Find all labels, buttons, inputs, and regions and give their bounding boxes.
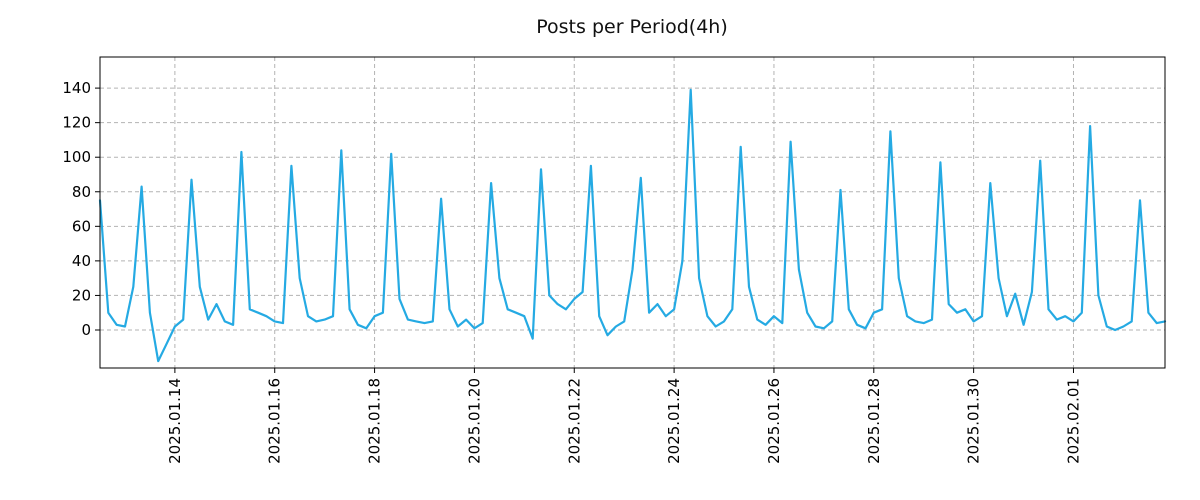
y-tick-label: 40 — [72, 252, 91, 270]
x-tick-label: 2025.01.18 — [366, 378, 384, 464]
plot-border — [99, 56, 1166, 369]
x-tick-label: 2025.02.01 — [1064, 378, 1082, 464]
data-line-posts — [98, 88, 1167, 363]
x-tick-label: 2025.01.22 — [565, 378, 583, 464]
x-tick-label: 2025.01.16 — [266, 378, 284, 464]
grid — [100, 57, 1165, 368]
y-tick-label: 140 — [62, 79, 91, 97]
y-tick-label: 100 — [62, 148, 91, 166]
chart-title: Posts per Period(4h) — [536, 16, 728, 38]
y-tick-label: 20 — [72, 286, 91, 304]
x-tick-label: 2025.01.14 — [166, 378, 184, 464]
y-tick-label: 60 — [72, 217, 91, 235]
y-tick-label: 120 — [62, 114, 91, 132]
y-tick-label: 80 — [72, 183, 91, 201]
x-tick-label: 2025.01.26 — [765, 378, 783, 464]
x-tick-label: 2025.01.30 — [965, 378, 983, 464]
y-tick-label: 0 — [81, 321, 91, 339]
x-tick-label: 2025.01.28 — [865, 378, 883, 464]
x-tick-label: 2025.01.24 — [665, 378, 683, 464]
x-tick-label: 2025.01.20 — [465, 378, 483, 464]
